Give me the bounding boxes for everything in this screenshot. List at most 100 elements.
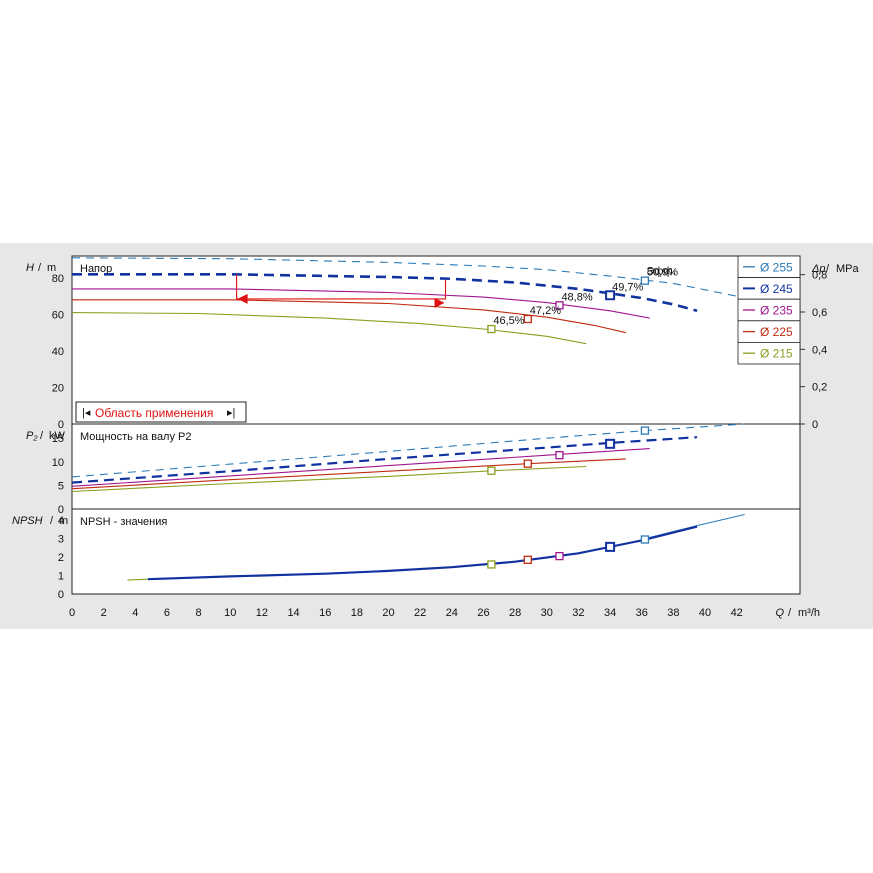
y2-tick-label: 0	[812, 419, 818, 431]
y-axis-label-npsh: NPSH	[12, 515, 43, 527]
x-tick-label: 6	[164, 607, 170, 619]
y2-tick-label: 0,4	[812, 344, 827, 356]
efficiency-label: 50,9%	[647, 267, 678, 279]
x-tick-label: 38	[667, 607, 679, 619]
y-axis-unit-sep: /	[40, 430, 44, 442]
panel-frame-head	[71, 255, 801, 425]
x-tick-label: 32	[572, 607, 584, 619]
y-tick-label-power: 5	[58, 480, 64, 492]
y-tick-label-power: 10	[52, 457, 64, 469]
y-tick-label-npsh: 0	[58, 589, 64, 601]
legend-label: Ø 215	[760, 347, 793, 361]
y-axis-unit-sep: /	[38, 262, 42, 274]
y-tick-label-head: 20	[52, 382, 64, 394]
legend-item-box	[737, 341, 801, 365]
x-tick-label: 28	[509, 607, 521, 619]
x-tick-label: 26	[477, 607, 489, 619]
curve-head-225	[72, 299, 627, 334]
application-area-right-bracket: ▸|	[227, 407, 235, 419]
panel-title-head: Напор	[80, 263, 112, 275]
y-axis-unit-npsh: m	[59, 515, 68, 527]
y2-axis-unit-sep: /	[826, 263, 830, 275]
x-tick-label: 22	[414, 607, 426, 619]
curve-power-245	[71, 436, 698, 484]
curve-marker-power	[523, 459, 532, 468]
application-area-box	[75, 401, 247, 423]
y-tick-label-npsh: 3	[58, 534, 64, 546]
legend: Ø 255 Ø 245 Ø 235 Ø 225 Ø 215	[737, 255, 801, 365]
efficiency-label: 46,5%	[493, 315, 524, 327]
y-tick-label-power: 15	[52, 433, 64, 445]
curve-marker-head	[555, 301, 564, 310]
curve-power-235	[71, 448, 650, 487]
curve-marker-power	[555, 451, 564, 460]
curve-marker-head	[487, 324, 496, 334]
y2-tick-label: 0,8	[812, 270, 827, 282]
npsh-marker	[523, 555, 532, 564]
curve-head-255	[71, 257, 737, 297]
markers	[237, 276, 650, 569]
x-axis-label: Q	[775, 607, 784, 619]
application-area-frame	[236, 274, 447, 300]
legend-label: Ø 245	[760, 282, 793, 296]
curve-marker-power	[640, 426, 650, 435]
npsh-marker	[605, 541, 616, 552]
y-tick-label-npsh: 2	[58, 552, 64, 564]
y2-tick-label: 0,6	[812, 307, 827, 319]
x-tick-label: 16	[319, 607, 331, 619]
curve-power-255	[71, 423, 745, 478]
x-tick-label: 24	[446, 607, 458, 619]
panel-title-npsh: NPSH - значения	[80, 516, 167, 528]
x-tick-label: 0	[69, 607, 75, 619]
x-tick-label: 42	[731, 607, 743, 619]
npsh-marker	[555, 551, 564, 561]
y-axis-unit-sep: /	[50, 515, 54, 527]
application-area-left-arrow	[237, 293, 248, 304]
y-tick-label-head: 60	[52, 309, 64, 321]
y2-axis-label: Δp	[811, 263, 826, 275]
curve-npsh-215	[127, 578, 149, 581]
x-tick-label: 4	[132, 607, 138, 619]
efficiency-label: 49,7%	[612, 281, 643, 293]
npsh-marker	[640, 535, 650, 544]
curve-marker-head	[523, 314, 532, 324]
legend-label: Ø 255	[760, 260, 793, 274]
curve-marker-power	[487, 466, 496, 475]
x-axis-unit-prefix: /	[788, 607, 792, 619]
y2-axis-unit: MPa	[836, 263, 860, 275]
application-area-right-arrow	[434, 297, 445, 308]
legend-label: Ø 235	[760, 304, 793, 318]
efficiency-prefix: Эфф.	[646, 266, 675, 278]
y2-tick-label: 0,2	[812, 382, 827, 394]
y-tick-label-npsh: 1	[58, 571, 64, 583]
y-tick-label-head: 80	[52, 273, 64, 285]
x-tick-label: 12	[256, 607, 268, 619]
efficiency-label: 48,8%	[561, 291, 592, 303]
y-axis-label-power: P₂	[26, 430, 38, 442]
curve-power-215	[71, 465, 587, 493]
efficiency-label: 47,2%	[530, 305, 561, 317]
legend-label: Ø 225	[760, 325, 793, 339]
curve-marker-head	[605, 290, 616, 301]
curve-marker-head	[640, 276, 650, 285]
y-axis-unit-head: m	[47, 262, 56, 274]
x-tick-label: 40	[699, 607, 711, 619]
curve-head-235	[72, 288, 650, 319]
x-tick-label: 18	[351, 607, 363, 619]
x-tick-label: 36	[636, 607, 648, 619]
y-axis-label-head: H	[26, 262, 34, 274]
y-tick-label-power: 0	[58, 504, 64, 516]
x-tick-label: 20	[382, 607, 394, 619]
curve-marker-power	[605, 438, 616, 449]
x-tick-label: 2	[101, 607, 107, 619]
plot-frames	[71, 255, 805, 595]
curve-power-225	[71, 458, 626, 490]
panel-title-power: Мощность на валу P2	[80, 431, 192, 443]
y-axis-unit-power: kW	[49, 430, 66, 442]
x-axis-unit: m³/h	[798, 607, 820, 619]
x-tick-label: 34	[604, 607, 616, 619]
curve-npsh-245	[147, 525, 698, 581]
application-area-left-bracket: |◂	[82, 407, 91, 419]
x-tick-label: 8	[196, 607, 202, 619]
